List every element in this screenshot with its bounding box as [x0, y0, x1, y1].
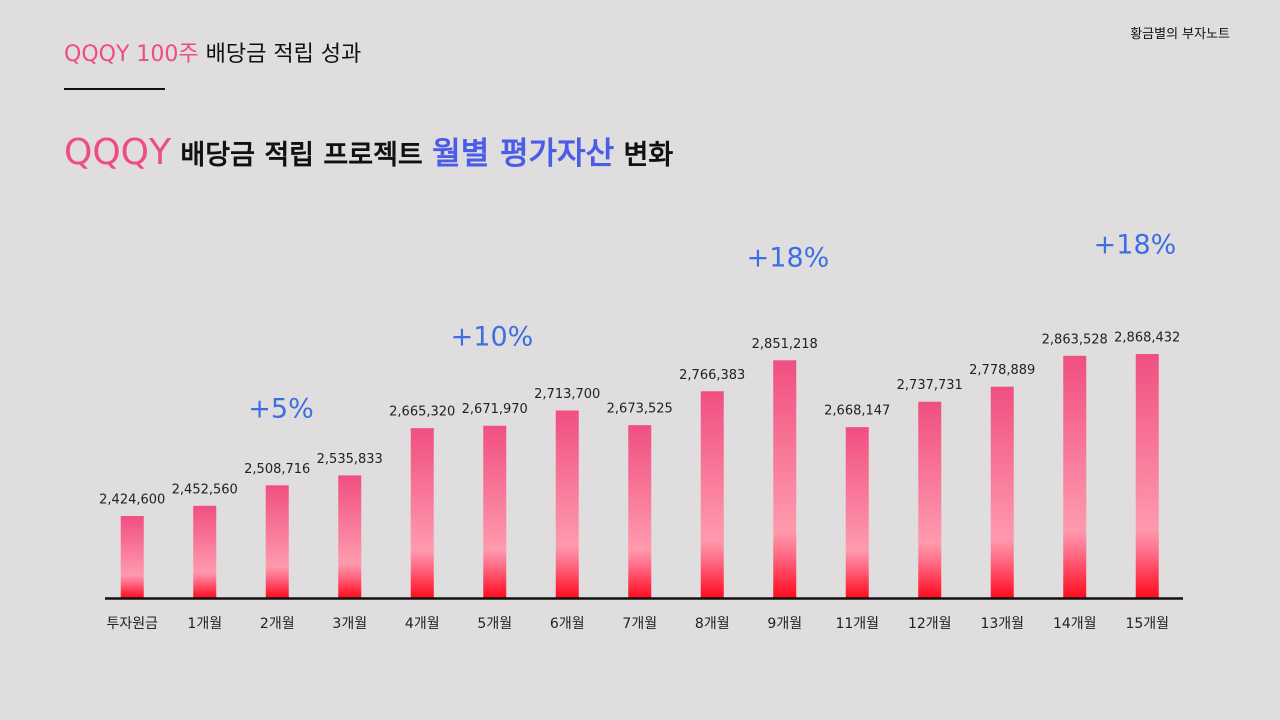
x-tick-label: 8개월 — [695, 616, 730, 632]
bar — [410, 428, 434, 598]
slide-title: QQQY 100주 배당금 적립 성과 — [64, 36, 361, 68]
title-part: 배당금 적립 프로젝트 — [180, 140, 423, 171]
x-tick-label: 11개월 — [835, 616, 879, 632]
value-label: 2,665,320 — [389, 405, 455, 420]
bar — [700, 391, 724, 598]
bar — [918, 401, 942, 598]
x-tick-label: 6개월 — [550, 616, 585, 632]
x-tick-label: 13개월 — [980, 616, 1024, 632]
brand: 황금별의 부자노트 — [1130, 27, 1230, 42]
bar — [193, 505, 217, 598]
bar — [628, 425, 652, 598]
x-tick-label: 7개월 — [622, 616, 657, 632]
x-tick-label: 4개월 — [405, 616, 440, 632]
annotation: +18% — [747, 243, 830, 274]
x-tick-label: 2개월 — [260, 616, 295, 632]
bar — [338, 475, 362, 598]
annotation: +5% — [248, 394, 313, 425]
value-label: 2,424,600 — [99, 493, 165, 508]
chart-title: QQQY 배당금 적립 프로젝트 월별 평가자산 변화 — [64, 128, 673, 173]
x-tick-label: 3개월 — [332, 616, 367, 632]
x-tick-label: 14개월 — [1053, 616, 1097, 632]
title-part: 변화 — [623, 140, 674, 171]
value-label: 2,535,833 — [317, 452, 383, 467]
x-tick-label: 1개월 — [187, 616, 222, 632]
x-tick-label: 5개월 — [477, 616, 512, 632]
x-tick-label: 15개월 — [1125, 616, 1169, 632]
bar — [483, 425, 507, 598]
bar — [773, 360, 797, 598]
bar — [1063, 355, 1087, 598]
value-label: 2,668,147 — [824, 404, 890, 419]
bar — [120, 516, 144, 598]
value-label: 2,863,528 — [1042, 332, 1108, 347]
value-label: 2,778,889 — [969, 363, 1035, 378]
annotation: +10% — [451, 322, 534, 353]
value-label: 2,452,560 — [172, 482, 238, 497]
value-label: 2,713,700 — [534, 387, 600, 402]
title-rest: 배당금 적립 성과 — [205, 42, 362, 67]
bar — [990, 386, 1014, 598]
title-part: QQQY — [64, 132, 171, 173]
value-label: 2,868,432 — [1114, 331, 1180, 346]
title-highlight: QQQY 100주 — [64, 42, 199, 67]
x-tick-label: 9개월 — [767, 616, 802, 632]
title-rule — [64, 88, 165, 90]
value-label: 2,766,383 — [679, 368, 745, 383]
bar — [1135, 354, 1159, 598]
x-tick-label: 투자원금 — [106, 616, 158, 632]
value-label: 2,851,218 — [752, 337, 818, 352]
bar — [265, 485, 289, 598]
bar — [845, 427, 869, 598]
value-label: 2,737,731 — [897, 378, 963, 393]
value-label: 2,673,525 — [607, 402, 673, 417]
annotation: +18% — [1094, 230, 1177, 261]
value-label: 2,508,716 — [244, 462, 310, 477]
title-part: 월별 평가자산 — [432, 136, 615, 172]
x-tick-label: 12개월 — [908, 616, 952, 632]
value-label: 2,671,970 — [462, 402, 528, 417]
bar — [555, 410, 579, 598]
